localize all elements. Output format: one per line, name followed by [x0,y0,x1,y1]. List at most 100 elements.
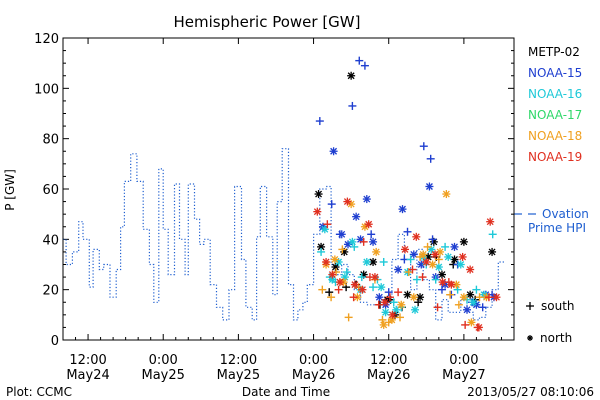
noaa-19-north-point [438,278,447,287]
noaa-19-north-point [343,197,352,206]
noaa-15-north-point [369,237,378,246]
noaa-15-north-point [352,212,361,221]
noaa-16-north-point [434,263,443,272]
noaa-19-north-point [370,273,379,282]
noaa-16-south-point [406,255,415,264]
noaa-16-south-point [379,257,388,266]
noaa-19-south-point [359,237,368,246]
noaa-16-south-point [357,273,366,282]
noaa-19-north-point [401,245,410,254]
noaa-16-north-point [392,305,401,314]
x-tick-label-date: May25 [142,368,185,383]
x-tick-label-time: 12:00 [220,353,257,368]
noaa-15-south-point [403,227,412,236]
x-tick-label-time: 0:00 [299,353,328,368]
noaa-18-south-point [434,255,443,264]
noaa-18-south-point [423,242,432,251]
x-tick-label-date: May25 [217,368,260,383]
noaa-15-south-point [428,235,437,244]
noaa-18-north-point [330,255,339,264]
noaa-19-north-point [350,280,359,289]
noaa-18-south-point [344,313,353,322]
noaa-18-south-point [475,293,484,302]
noaa-15-south-point [419,142,428,151]
noaa-15-south-point [367,230,376,239]
y-tick-label: 80 [42,133,59,148]
noaa-19-north-point [492,293,501,302]
noaa-19-north-point [466,265,475,274]
legend-ovation-label: Ovation [542,207,589,221]
noaa-16-north-point [377,283,386,292]
metp-02-south-point [325,288,334,297]
noaa-19-south-point [484,293,493,302]
metp-02-north-point [437,270,446,279]
noaa-19-south-point [385,293,394,302]
noaa-15-north-point [425,182,434,191]
noaa-16-north-point [348,237,357,246]
noaa-15-south-point [384,288,393,297]
noaa-15-south-point [478,303,487,312]
metp-02-north-point [347,71,356,80]
noaa-16-north-point [411,305,420,314]
metp-02-north-point [459,237,468,246]
y-axis-label: P [GW] [3,169,17,211]
legend-noaa-16: NOAA-16 [528,87,582,101]
noaa-19-north-point [388,310,397,319]
noaa-19-south-point [334,285,343,294]
noaa-16-south-point [389,298,398,307]
noaa-16-south-point [488,230,497,239]
noaa-19-south-point [461,320,470,329]
legend-metp-02: METP-02 [528,45,580,59]
noaa-16-south-point [369,283,378,292]
noaa-19-south-point [418,273,427,282]
legend-north-symbol [527,335,533,341]
noaa-19-north-point [335,278,344,287]
noaa-15-north-point [394,265,403,274]
metp-02-north-point [331,263,340,272]
noaa-15-south-point [426,154,435,163]
noaa-15-south-point [327,200,336,209]
noaa-15-south-point [315,117,324,126]
noaa-19-north-point [313,207,322,216]
noaa-18-north-point [442,190,451,199]
noaa-15-north-point [375,293,384,302]
x-tick-label-date: May27 [442,368,485,383]
noaa-19-north-point [474,323,483,332]
x-tick-label-time: 12:00 [370,353,407,368]
metp-02-north-point [314,190,323,199]
noaa-16-south-point [317,247,326,256]
noaa-18-south-point [318,285,327,294]
noaa-19-north-point [364,220,373,229]
legend-noaa-19: NOAA-19 [528,150,582,164]
noaa-19-south-point [374,300,383,309]
noaa-15-south-point [360,61,369,70]
noaa-16-north-point [340,273,349,282]
noaa-19-south-point [394,288,403,297]
y-tick-label: 100 [34,82,59,97]
x-tick-label-time: 12:00 [69,353,106,368]
noaa-15-north-point [337,230,346,239]
noaa-15-south-point [348,101,357,110]
noaa-18-north-point [467,318,476,327]
noaa-18-north-point [397,300,406,309]
ovation-hpi-line [63,148,505,321]
noaa-19-south-point [408,265,417,274]
noaa-19-north-point [328,270,337,279]
noaa-18-south-point [395,313,404,322]
y-tick-label: 60 [42,183,59,198]
noaa-15-north-point [463,305,472,314]
noaa-16-north-point [362,257,371,266]
noaa-19-north-point [447,280,456,289]
noaa-18-north-point [459,293,468,302]
x-tick-label-date: May26 [367,368,410,383]
noaa-18-north-point [419,250,428,259]
noaa-18-north-point [428,260,437,269]
noaa-19-north-point [458,252,467,261]
noaa-16-south-point [472,285,481,294]
legend-south-label: south [541,299,575,313]
y-tick-label: 20 [42,284,59,299]
noaa-18-north-point [379,320,388,329]
noaa-18-south-point [454,300,463,309]
